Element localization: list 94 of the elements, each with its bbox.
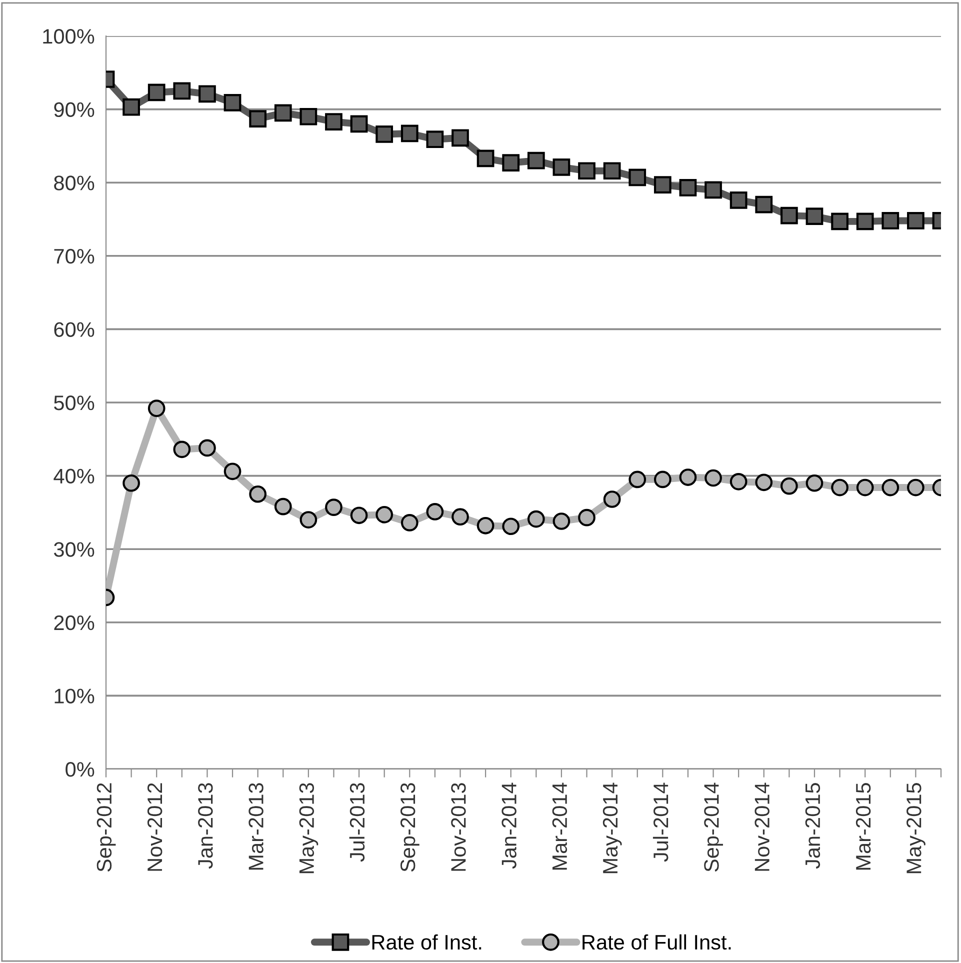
point bbox=[578, 162, 596, 180]
legend-label: Rate of Full Inst. bbox=[582, 934, 731, 950]
x-tick-label: Jan-2015 bbox=[805, 783, 820, 869]
point bbox=[376, 126, 394, 143]
point bbox=[654, 176, 672, 194]
point bbox=[400, 124, 418, 142]
point bbox=[603, 162, 621, 180]
point bbox=[704, 181, 722, 199]
legend-label: Rate of Inst. bbox=[372, 934, 482, 950]
point bbox=[730, 192, 748, 209]
point bbox=[350, 506, 368, 524]
x-tick-label: Nov-2013 bbox=[451, 783, 466, 871]
point bbox=[224, 462, 242, 480]
point bbox=[628, 168, 646, 186]
x-tick-label: Nov-2012 bbox=[147, 783, 162, 871]
x-tick-label: May-2015 bbox=[906, 783, 926, 874]
x-tick-label: Mar-2013 bbox=[248, 783, 264, 870]
point bbox=[578, 508, 596, 526]
point bbox=[907, 212, 924, 230]
point bbox=[198, 85, 216, 103]
point bbox=[527, 152, 545, 170]
point bbox=[452, 508, 469, 526]
y-tick-label: 0% bbox=[66, 762, 94, 777]
point bbox=[831, 478, 848, 496]
point bbox=[856, 478, 874, 496]
point bbox=[426, 503, 444, 520]
point bbox=[426, 130, 444, 148]
point bbox=[325, 113, 342, 130]
point bbox=[628, 470, 646, 488]
point bbox=[476, 150, 494, 168]
point bbox=[249, 485, 266, 503]
point bbox=[350, 115, 368, 133]
point bbox=[274, 104, 292, 122]
point bbox=[806, 474, 824, 492]
point bbox=[148, 400, 166, 418]
point bbox=[755, 474, 773, 492]
point bbox=[300, 511, 318, 528]
point bbox=[679, 468, 697, 486]
point bbox=[856, 212, 874, 230]
point bbox=[300, 108, 318, 126]
point bbox=[502, 518, 520, 536]
point bbox=[780, 206, 798, 224]
y-tick-label: 70% bbox=[54, 248, 94, 264]
y-tick-label: 20% bbox=[54, 615, 94, 630]
point bbox=[552, 512, 570, 530]
point bbox=[274, 498, 292, 516]
point bbox=[122, 98, 140, 116]
x-tick-label: Sep-2012 bbox=[96, 783, 116, 872]
point bbox=[704, 469, 722, 487]
y-tick-label: 100% bbox=[43, 29, 94, 44]
point bbox=[325, 498, 342, 516]
point bbox=[755, 196, 773, 214]
y-tick-label: 80% bbox=[54, 176, 94, 190]
x-tick-label: Nov-2014 bbox=[754, 782, 770, 871]
point bbox=[831, 212, 848, 230]
y-tick-label: 30% bbox=[54, 542, 94, 557]
point bbox=[122, 474, 140, 492]
point bbox=[249, 110, 266, 128]
point bbox=[173, 440, 191, 458]
x-tick-label: Jan-2014 bbox=[502, 782, 516, 869]
x-tick-label: Jan-2013 bbox=[198, 783, 213, 869]
point bbox=[654, 470, 672, 488]
x-tick-label: May-2013 bbox=[299, 783, 318, 874]
point bbox=[148, 84, 166, 102]
x-tick-label: Sep-2013 bbox=[400, 783, 420, 872]
x-tick-label: May-2014 bbox=[602, 782, 622, 874]
point bbox=[780, 477, 798, 495]
point bbox=[907, 478, 924, 496]
y-tick-label: 60% bbox=[54, 322, 94, 337]
point bbox=[679, 179, 697, 196]
x-tick-label: Jul-2014 bbox=[652, 782, 668, 862]
point bbox=[527, 510, 545, 528]
x-tick-label: Sep-2014 bbox=[704, 782, 723, 872]
y-tick-label: 90% bbox=[54, 102, 94, 118]
x-tick-label: Mar-2015 bbox=[856, 783, 871, 870]
x-tick-label: Jul-2013 bbox=[349, 783, 365, 862]
point bbox=[552, 158, 570, 176]
point bbox=[882, 478, 900, 496]
y-tick-label: 40% bbox=[54, 468, 94, 484]
point bbox=[882, 212, 900, 230]
point bbox=[400, 514, 418, 532]
point bbox=[806, 208, 824, 225]
point bbox=[603, 490, 621, 508]
point bbox=[224, 94, 242, 112]
point bbox=[198, 439, 216, 457]
point bbox=[502, 154, 520, 172]
point bbox=[452, 129, 469, 147]
x-tick-label: Mar-2014 bbox=[552, 782, 568, 870]
point bbox=[173, 82, 191, 100]
point bbox=[476, 516, 494, 534]
point bbox=[730, 472, 748, 490]
point bbox=[376, 506, 394, 524]
y-tick-label: 50% bbox=[54, 396, 94, 410]
y-tick-label: 10% bbox=[54, 688, 94, 704]
